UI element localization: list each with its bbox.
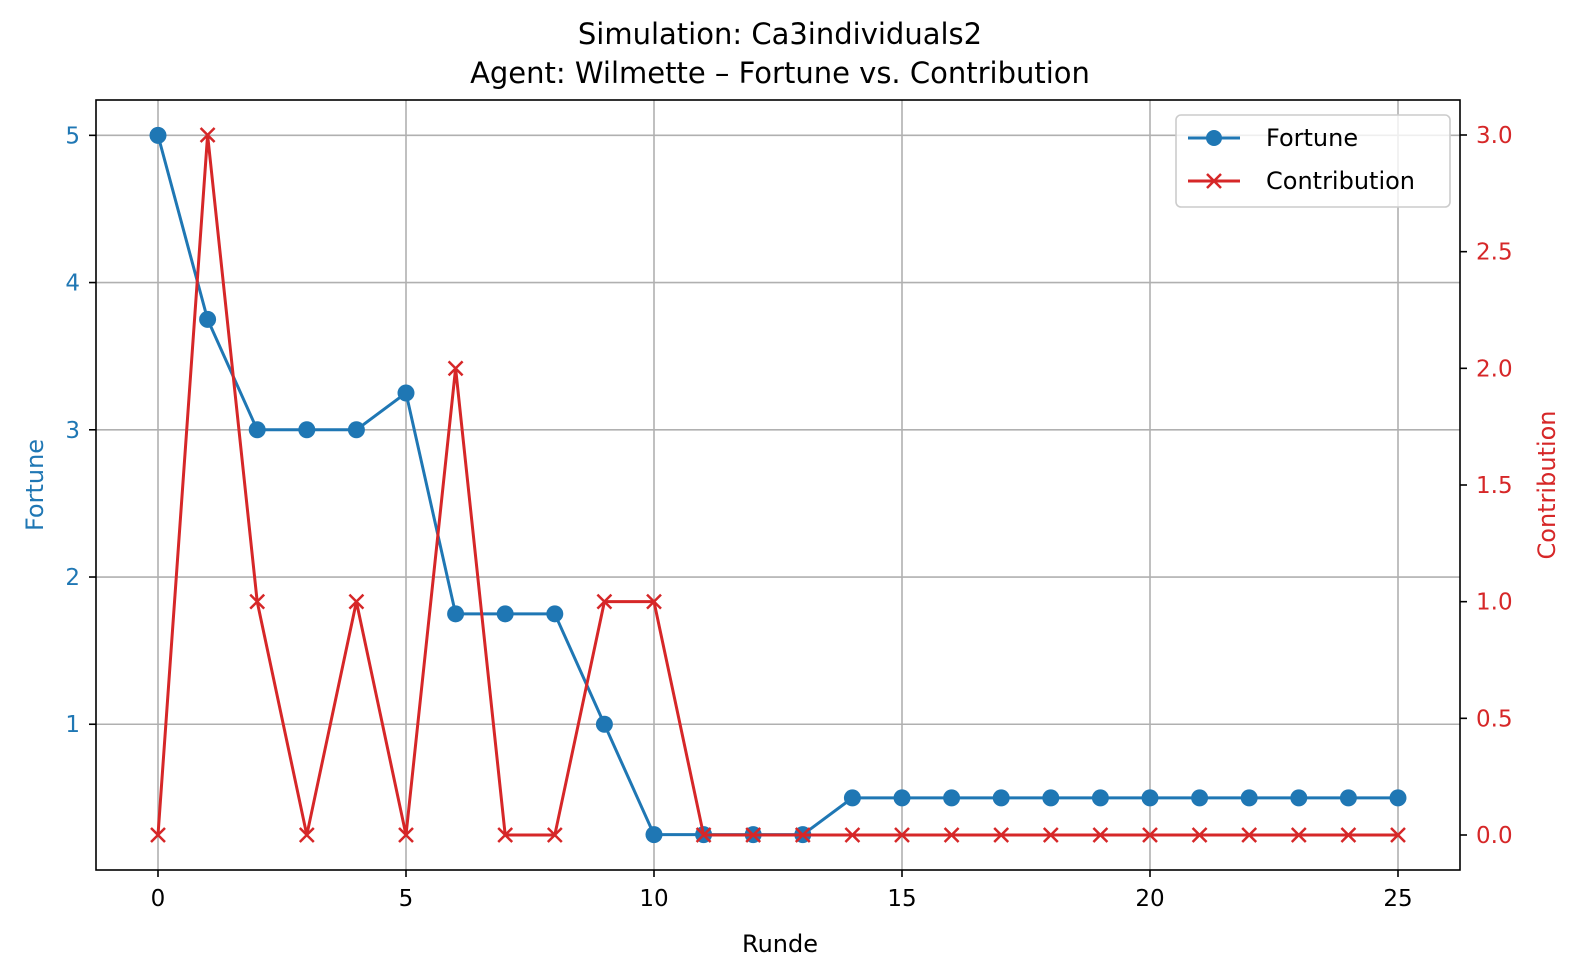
legend-contribution-marker — [1206, 173, 1222, 189]
fortune-point — [1141, 789, 1159, 807]
contribution-point — [1042, 827, 1059, 843]
contribution-point — [447, 360, 464, 377]
legend-fortune-marker — [1206, 130, 1222, 146]
fortune-point — [1091, 789, 1109, 807]
contribution-point — [398, 827, 414, 843]
x-tick-label: 15 — [887, 886, 916, 912]
contribution-point — [1390, 827, 1406, 843]
fortune-point — [1240, 789, 1258, 807]
contribution-point — [1191, 827, 1208, 843]
contribution-point — [1142, 827, 1158, 843]
fortune-point — [1042, 789, 1060, 807]
right-y-tick-label: 1.5 — [1476, 473, 1513, 499]
contribution-point — [794, 827, 811, 843]
x-tick-label: 20 — [1135, 886, 1164, 912]
fortune-point — [1389, 789, 1407, 807]
contribution-point — [546, 827, 563, 843]
contribution-point — [497, 827, 514, 843]
right-y-tick-label: 3.0 — [1476, 123, 1513, 149]
contribution-point — [1092, 827, 1109, 843]
legend-contribution-label: Contribution — [1266, 167, 1415, 195]
fortune-point — [1290, 789, 1308, 807]
fortune-point — [298, 421, 316, 439]
fortune-point — [645, 826, 663, 844]
contribution-point — [894, 827, 910, 843]
contribution-point — [646, 593, 662, 610]
fortune-point — [347, 421, 365, 439]
contribution-point — [150, 827, 166, 843]
left-y-tick-label: 3 — [65, 418, 80, 444]
right-y-tick-label: 2.5 — [1476, 240, 1513, 266]
fortune-point — [595, 715, 613, 733]
fortune-point — [843, 789, 861, 807]
legend: Fortune Contribution — [1175, 114, 1451, 208]
left-y-tick-label: 2 — [65, 565, 80, 591]
fortune-point — [447, 605, 465, 623]
contribution-point — [348, 593, 365, 610]
fortune-point — [248, 421, 266, 439]
left-axis-label: Fortune — [21, 439, 49, 531]
contribution-point — [298, 827, 315, 843]
right-y-tick-label: 1.0 — [1476, 590, 1513, 616]
legend-fortune-label: Fortune — [1266, 124, 1358, 152]
left-y-tick-label: 4 — [65, 271, 80, 297]
fortune-point — [397, 384, 415, 402]
contribution-point — [1290, 827, 1307, 843]
contribution-point — [695, 827, 712, 843]
chart-subtitle: Agent: Wilmette – Fortune vs. Contributi… — [470, 56, 1090, 90]
left-y-tick-label: 1 — [65, 712, 80, 738]
contribution-point — [249, 593, 266, 610]
fortune-point — [1191, 789, 1209, 807]
chart-title: Simulation: Ca3individuals2 — [578, 17, 982, 51]
x-tick-label: 5 — [399, 886, 414, 912]
right-y-tick-label: 0.5 — [1476, 706, 1513, 732]
axis-ticks: 0 5 10 15 20 25 1 2 3 4 5 0.0 0.5 1.0 1.5 2.0 2.5 3.0 — [65, 123, 1512, 912]
contribution-point — [943, 827, 960, 843]
contribution-point — [993, 827, 1010, 843]
fortune-point — [992, 789, 1010, 807]
right-y-tick-label: 2.0 — [1476, 356, 1513, 382]
contribution-point — [199, 127, 216, 143]
contribution-point — [596, 593, 613, 610]
right-y-tick-label: 0.0 — [1476, 823, 1513, 849]
fortune-point — [149, 126, 167, 144]
fortune-point — [943, 789, 961, 807]
fortune-point — [199, 310, 217, 328]
left-y-tick-label: 5 — [65, 123, 80, 149]
x-tick-label: 10 — [639, 886, 668, 912]
contribution-line — [156, 133, 1398, 837]
contribution-point — [745, 827, 762, 843]
x-tick-label: 0 — [151, 886, 166, 912]
fortune-point — [1339, 789, 1357, 807]
contribution-point — [1340, 827, 1357, 843]
right-axis-label: Contribution — [1533, 410, 1561, 559]
fortune-point — [496, 605, 514, 623]
fortune-point — [893, 789, 911, 807]
x-axis-label: Runde — [742, 930, 818, 958]
x-tick-label: 25 — [1383, 886, 1412, 912]
contribution-point — [844, 827, 861, 843]
legend-box — [1175, 114, 1451, 208]
fortune-point — [546, 605, 564, 623]
series — [149, 126, 1407, 844]
contribution-point — [1241, 827, 1258, 843]
